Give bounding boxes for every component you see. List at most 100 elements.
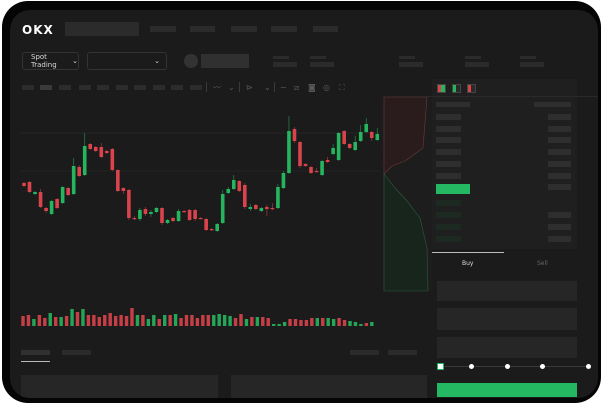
tab-underline xyxy=(21,361,50,362)
candle-body xyxy=(369,132,374,138)
volume-bar xyxy=(173,314,178,326)
slider-mark[interactable] xyxy=(505,364,510,369)
candle-body xyxy=(198,218,203,220)
stat-label xyxy=(310,56,326,59)
nav-item[interactable] xyxy=(271,26,297,32)
candle-body xyxy=(265,207,269,209)
candle-body xyxy=(99,147,104,157)
chevron-down-icon: ⌄ xyxy=(154,57,160,65)
interval-button[interactable] xyxy=(134,85,146,90)
buy-tab[interactable]: Buy xyxy=(462,260,474,267)
camera-icon[interactable]: ◙ xyxy=(308,83,316,92)
interval-button[interactable] xyxy=(79,85,91,90)
total-input[interactable] xyxy=(437,337,577,358)
stat-value xyxy=(465,62,489,67)
okx-logo[interactable]: OKX xyxy=(22,23,54,37)
candle-body xyxy=(281,173,286,188)
ruler-icon[interactable]: ⧄ xyxy=(294,83,300,92)
both-sides-icon[interactable] xyxy=(437,84,446,93)
volume-bar xyxy=(326,318,330,326)
buy-tab-underline xyxy=(432,252,504,253)
nav-item[interactable] xyxy=(231,26,257,32)
volume-bar xyxy=(201,315,205,326)
candle-body xyxy=(110,149,115,170)
candle-body xyxy=(276,187,280,208)
sell-tab[interactable]: Sell xyxy=(537,260,548,267)
amount-input[interactable] xyxy=(437,308,577,330)
volume-bar xyxy=(157,319,161,326)
interval-button[interactable] xyxy=(22,85,34,90)
tab-order-history[interactable] xyxy=(62,350,91,355)
interval-button[interactable] xyxy=(190,85,202,90)
orders-panel xyxy=(231,375,427,398)
volume-bar xyxy=(113,316,118,326)
volume-bar xyxy=(37,315,42,326)
indicator-icon[interactable]: 〰 xyxy=(213,83,221,92)
volume-bar xyxy=(353,322,358,326)
buy-button[interactable] xyxy=(437,383,577,397)
ask-amount xyxy=(548,114,571,120)
slider-mark[interactable] xyxy=(469,364,474,369)
volume-bar xyxy=(32,319,36,326)
price-input[interactable] xyxy=(437,281,577,301)
volume-bar xyxy=(75,312,80,326)
pair-dropdown[interactable]: ⌄ xyxy=(87,52,167,70)
candle-body xyxy=(105,151,109,153)
app-screen: OKX Spot Trading ⌄ ⌄ 〰 ⌄ ⊳ ⌄ ∼ ⧄ ◙ ◎ ⛶ xyxy=(10,10,598,398)
divider xyxy=(206,82,207,92)
chevron-down-icon: ⌄ xyxy=(72,57,78,65)
interval-button[interactable] xyxy=(97,85,109,90)
slider-mark[interactable] xyxy=(586,364,591,369)
candle-body xyxy=(309,167,313,173)
market-type-dropdown[interactable]: Spot Trading ⌄ xyxy=(22,52,79,70)
volume-bar xyxy=(97,317,101,326)
interval-button[interactable] xyxy=(153,85,165,90)
column-header xyxy=(436,102,470,107)
settings-icon[interactable]: ◎ xyxy=(323,83,330,92)
candle-body xyxy=(171,218,175,221)
fullscreen-icon[interactable]: ⛶ xyxy=(339,83,345,92)
divider xyxy=(274,82,275,92)
candle-body xyxy=(187,210,192,220)
bid-amount xyxy=(548,236,571,242)
volume-bar xyxy=(342,320,347,326)
line-icon[interactable]: ∼ xyxy=(280,83,287,92)
interval-button[interactable] xyxy=(59,85,71,90)
chevron-down-icon[interactable]: ⌄ xyxy=(228,83,235,92)
draw-icon[interactable]: ⊳ xyxy=(246,83,253,92)
interval-button[interactable] xyxy=(116,85,128,90)
volume-bar xyxy=(228,316,232,326)
slider-mark[interactable] xyxy=(540,364,545,369)
tab-open-orders[interactable] xyxy=(21,350,50,355)
nav-item[interactable] xyxy=(190,26,215,32)
filter-button[interactable] xyxy=(350,350,379,355)
candle-body xyxy=(127,190,131,218)
amount-slider[interactable] xyxy=(441,366,589,367)
candle-body xyxy=(353,142,357,150)
volume-bar xyxy=(348,321,352,326)
depth-ask-area xyxy=(383,96,428,175)
nav-item[interactable] xyxy=(150,26,176,32)
stat-value xyxy=(310,62,334,67)
slider-handle[interactable] xyxy=(437,363,444,370)
candle-body xyxy=(298,142,302,166)
search-bar[interactable] xyxy=(65,22,139,36)
candle-body xyxy=(66,188,70,195)
volume-bar xyxy=(81,309,85,326)
candle-body xyxy=(254,205,258,209)
interval-button[interactable] xyxy=(171,85,183,90)
asks-only-icon[interactable] xyxy=(467,84,476,93)
interval-button-active[interactable] xyxy=(40,85,52,90)
volume-bar xyxy=(179,318,183,326)
candle-body xyxy=(231,180,236,189)
chevron-down-icon[interactable]: ⌄ xyxy=(264,83,271,92)
candle-body xyxy=(165,220,170,223)
candlestick-chart[interactable] xyxy=(10,10,598,350)
volume-bar xyxy=(310,318,314,326)
nav-item[interactable] xyxy=(313,26,338,32)
volume-bar xyxy=(70,309,74,326)
candle-body xyxy=(71,166,76,194)
bids-only-icon[interactable] xyxy=(452,84,461,93)
volume-bar xyxy=(272,324,276,326)
filter-button[interactable] xyxy=(388,350,417,355)
